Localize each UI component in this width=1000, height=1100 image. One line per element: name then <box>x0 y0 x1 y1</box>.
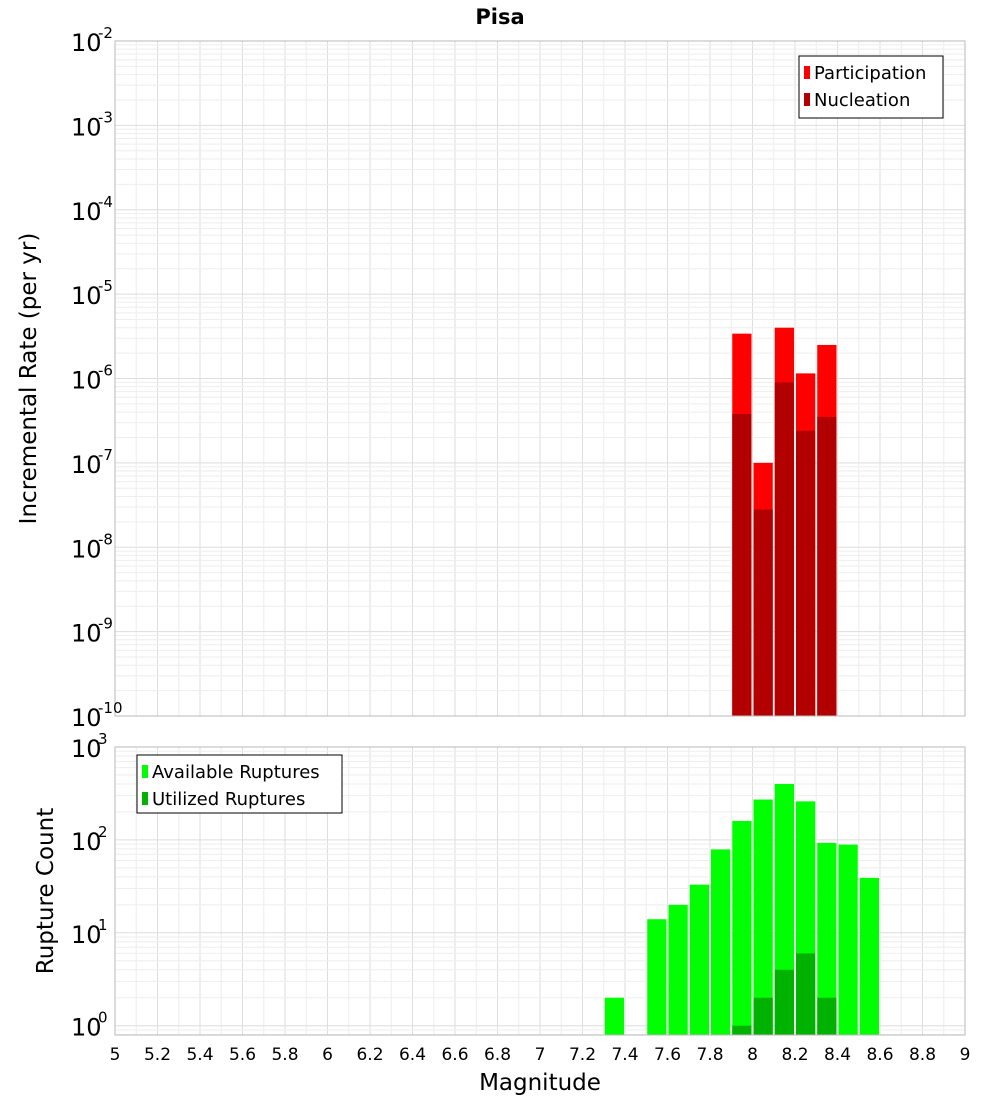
rate-panel: 10-210-310-410-510-610-710-810-910-10 In… <box>16 24 966 732</box>
count-bar-series1 <box>859 877 879 1035</box>
y-tick-exponent: -8 <box>98 530 113 548</box>
x-tick-label: 7.4 <box>611 1045 638 1065</box>
x-tick-label: 5.4 <box>186 1045 213 1065</box>
count-bar-series2 <box>774 969 794 1035</box>
legend-label: Nucleation <box>814 90 910 111</box>
legend-swatch <box>142 765 148 778</box>
x-tick-label: 8.4 <box>824 1045 851 1065</box>
x-tick-label: 7.6 <box>654 1045 681 1065</box>
count-bar-series1 <box>689 884 709 1035</box>
rate-bar-series2 <box>753 509 773 716</box>
legend-label: Utilized Ruptures <box>152 789 305 810</box>
count-bar-series1 <box>817 842 837 1035</box>
y-tick-label: 10 <box>71 367 102 395</box>
count-bars <box>604 783 879 1035</box>
x-tick-label: 6 <box>322 1045 333 1065</box>
y-tick-exponent: 3 <box>98 730 108 748</box>
count-bar-series1 <box>838 844 858 1035</box>
y-tick-exponent: -6 <box>98 362 113 380</box>
y-tick-label: 10 <box>71 29 102 57</box>
rate-bar-series2 <box>774 382 794 716</box>
legend-label: Available Ruptures <box>152 762 320 783</box>
x-tick-label: 5.6 <box>229 1045 256 1065</box>
count-plot-frame <box>114 746 966 1036</box>
rate-bars <box>732 327 837 716</box>
legend-swatch <box>804 93 810 106</box>
x-tick-label: 5.2 <box>144 1045 171 1065</box>
x-tick-label: 6.2 <box>356 1045 383 1065</box>
count-bar-series1 <box>753 799 773 1035</box>
x-tick-label: 5.8 <box>271 1045 298 1065</box>
count-bar-series1 <box>647 919 667 1035</box>
x-tick-label: 8.2 <box>781 1045 808 1065</box>
x-tick-label: 9 <box>960 1045 971 1065</box>
x-axis-label: Magnitude <box>479 1070 601 1096</box>
y-tick-exponent: -3 <box>98 108 113 126</box>
x-tick-label: 8 <box>747 1045 758 1065</box>
chart-title: Pisa <box>475 5 524 29</box>
count-bar-series1 <box>668 904 688 1035</box>
legend-box <box>136 754 343 814</box>
count-legend: Available Ruptures Utilized Ruptures <box>136 754 343 814</box>
x-tick-label: 7 <box>535 1045 546 1065</box>
y-tick-label: 10 <box>71 704 102 732</box>
legend-swatch <box>142 792 148 805</box>
rate-plot-frame <box>114 40 966 717</box>
legend-swatch <box>804 66 810 79</box>
y-tick-label: 10 <box>71 1014 102 1042</box>
count-bar-series2 <box>732 1025 752 1035</box>
y-tick-label: 10 <box>71 828 102 856</box>
x-tick-label: 6.6 <box>441 1045 468 1065</box>
y-tick-exponent: 1 <box>98 916 108 934</box>
count-bar-series2 <box>817 997 837 1035</box>
rate-y-axis-label: Incremental Rate (per yr) <box>16 233 42 525</box>
x-tick-label: 8.8 <box>909 1045 936 1065</box>
y-tick-label: 10 <box>71 113 102 141</box>
legend-label: Participation <box>814 63 926 84</box>
rate-y-ticks: 10-210-310-410-510-610-710-810-910-10 <box>71 24 123 732</box>
rate-bar-series2 <box>817 416 837 716</box>
y-tick-exponent: -10 <box>98 699 123 717</box>
legend-box <box>798 55 944 119</box>
y-tick-exponent: -7 <box>98 446 113 464</box>
x-tick-label: 7.2 <box>569 1045 596 1065</box>
x-tick-label: 6.4 <box>399 1045 426 1065</box>
y-tick-exponent: -2 <box>98 24 113 42</box>
rate-gridlines <box>114 41 966 717</box>
count-bar-series1 <box>604 997 624 1035</box>
count-bar-series2 <box>753 997 773 1035</box>
y-tick-label: 10 <box>71 198 102 226</box>
count-bar-series1 <box>711 849 731 1035</box>
y-tick-exponent: -9 <box>98 615 113 633</box>
y-tick-label: 10 <box>71 535 102 563</box>
y-tick-label: 10 <box>71 620 102 648</box>
y-tick-label: 10 <box>71 735 102 763</box>
count-y-axis-label: Rupture Count <box>33 808 59 974</box>
y-tick-exponent: -4 <box>98 193 113 211</box>
rate-legend: Participation Nucleation <box>798 55 944 119</box>
y-tick-label: 10 <box>71 921 102 949</box>
y-tick-label: 10 <box>71 282 102 310</box>
y-tick-exponent: 2 <box>98 823 108 841</box>
x-tick-label: 6.8 <box>484 1045 511 1065</box>
x-tick-label: 7.8 <box>696 1045 723 1065</box>
y-tick-exponent: -5 <box>98 277 113 295</box>
rate-bar-series2 <box>796 430 816 716</box>
y-tick-exponent: 0 <box>98 1009 108 1027</box>
count-bar-series2 <box>796 953 816 1035</box>
x-axis-ticks: 5 5.2 5.4 5.6 5.8 6 6.2 6.4 6.6 6.8 7 7.2 7.4 7.6 7.8 8… <box>110 1045 971 1065</box>
rate-bar-series2 <box>732 413 752 716</box>
y-tick-label: 10 <box>71 451 102 479</box>
x-tick-label: 5 <box>110 1045 121 1065</box>
x-tick-label: 8.6 <box>866 1045 893 1065</box>
count-bar-series1 <box>732 820 752 1035</box>
